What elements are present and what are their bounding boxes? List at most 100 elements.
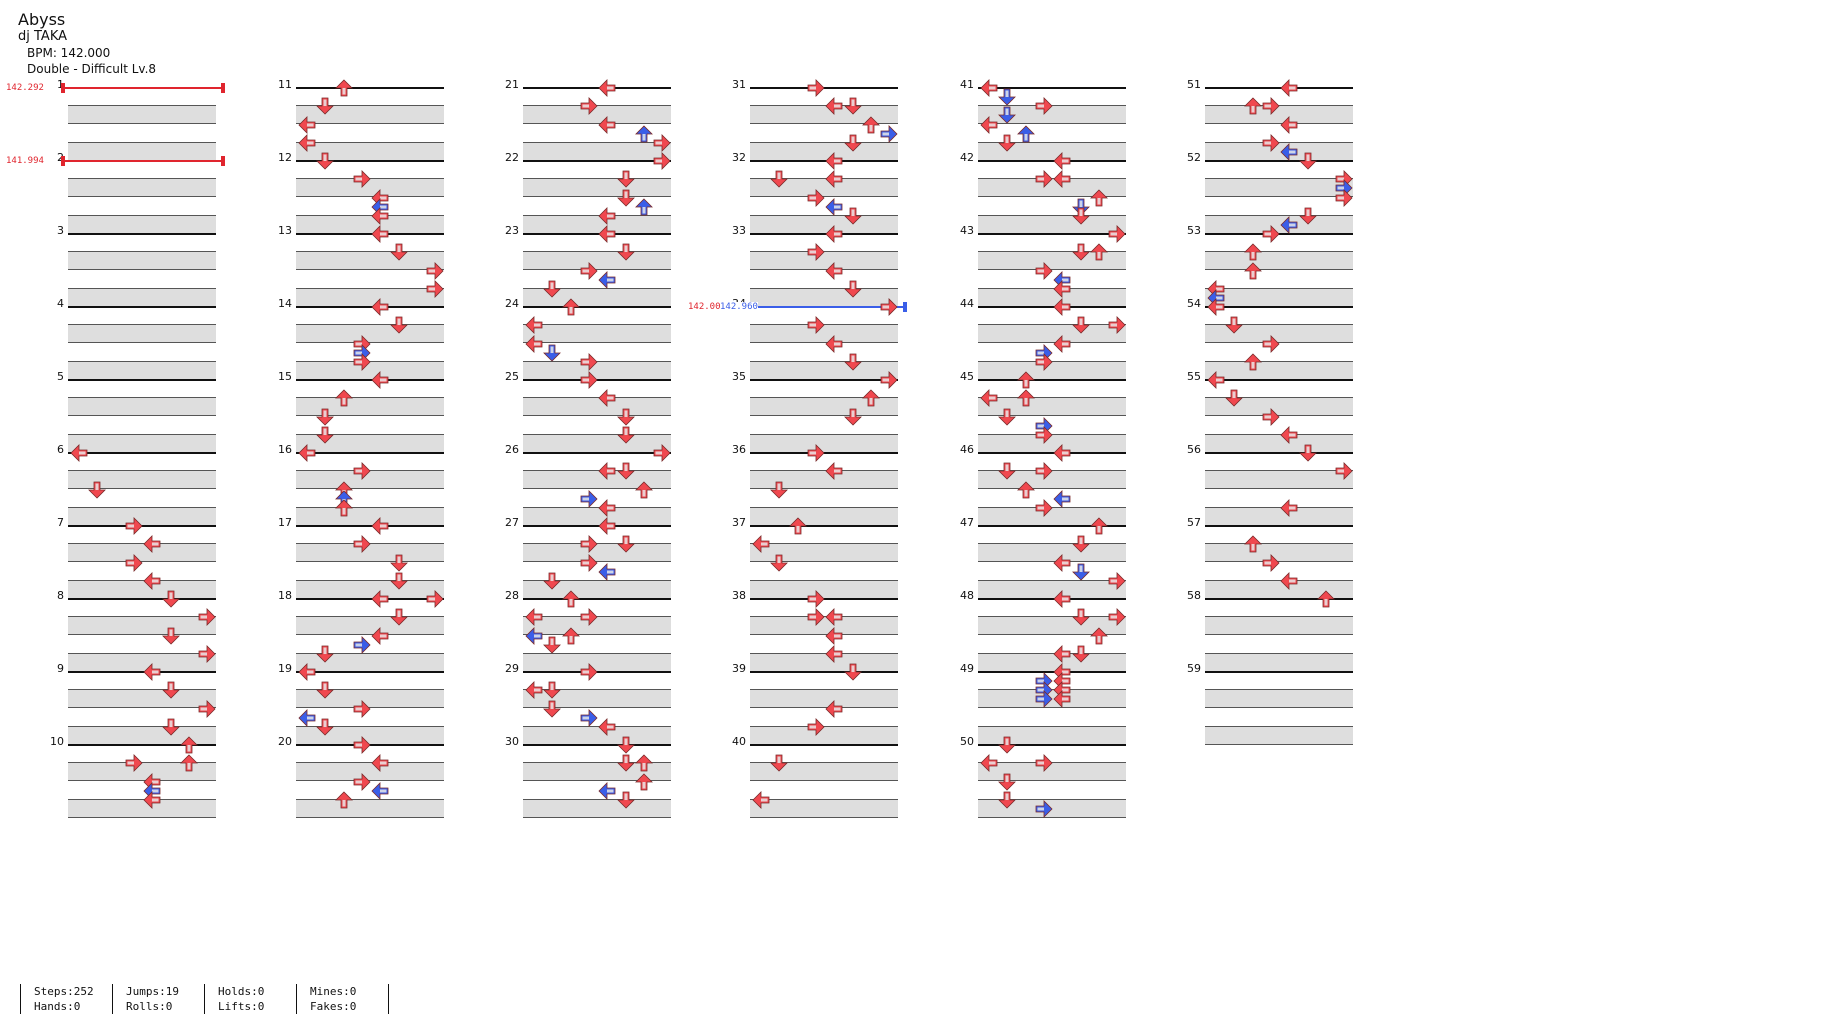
arrow-left-red-icon (1052, 589, 1072, 609)
beat-band (978, 617, 1126, 636)
beat-band (978, 161, 1126, 179)
beat-band (296, 489, 444, 508)
measure-line (1205, 87, 1353, 89)
measure-number: 28 (505, 589, 519, 602)
arrow-down-red-icon (997, 735, 1017, 755)
beat-band (68, 489, 216, 508)
measure-line (296, 87, 444, 89)
measure-line (296, 379, 444, 381)
arrow-right-red-icon (579, 534, 599, 554)
arrow-right-red-icon (1034, 96, 1054, 116)
song-bpm: BPM: 142.000 (27, 46, 111, 60)
arrow-left-red-icon (142, 534, 162, 554)
beat-band (750, 708, 898, 727)
arrow-down-red-icon (616, 461, 636, 481)
measure-line (68, 598, 216, 600)
arrow-up-red-icon (1016, 388, 1036, 408)
arrow-right-red-icon (806, 607, 826, 627)
beat-band (296, 781, 444, 800)
arrow-left-red-icon (1052, 443, 1072, 463)
arrow-down-red-icon (542, 279, 562, 299)
beat-band (523, 745, 671, 763)
beat-band (750, 745, 898, 763)
beat-band (750, 234, 898, 252)
beat-band (750, 88, 898, 106)
beat-band (296, 599, 444, 617)
measure-number: 13 (278, 224, 292, 237)
arrow-right-red-icon (1261, 133, 1281, 153)
measure-line (978, 671, 1126, 673)
measure-number: 48 (960, 589, 974, 602)
beat-band (750, 471, 898, 490)
arrow-down-red-icon (542, 571, 562, 591)
arrow-up-blue-icon (634, 197, 654, 217)
arrow-left-red-icon (370, 224, 390, 244)
measure-line (68, 233, 216, 235)
arrow-right-blue-icon (879, 124, 899, 144)
arrow-left-red-icon (370, 589, 390, 609)
measure-line (1205, 306, 1353, 308)
beat-band (1205, 307, 1353, 325)
measure-number: 56 (1187, 443, 1201, 456)
measure-line (68, 744, 216, 746)
arrow-down-red-icon (843, 133, 863, 153)
measure-number: 4 (57, 297, 64, 310)
beat-band (68, 270, 216, 289)
arrow-left-red-icon (597, 388, 617, 408)
beat-band (523, 617, 671, 636)
beat-band (296, 416, 444, 435)
arrow-down-red-icon (616, 753, 636, 773)
measure-line (296, 598, 444, 600)
beat-band (1205, 726, 1353, 745)
beat-band (750, 672, 898, 690)
arrow-left-red-icon (370, 297, 390, 317)
beat-band (750, 398, 898, 417)
beat-band (68, 745, 216, 763)
arrow-down-blue-icon (997, 87, 1017, 107)
beat-band (296, 124, 444, 143)
arrow-up-red-icon (561, 626, 581, 646)
measure-number: 9 (57, 662, 64, 675)
beat-band (68, 161, 216, 179)
arrow-right-red-icon (197, 699, 217, 719)
arrow-left-red-icon (597, 115, 617, 135)
beat-band (296, 471, 444, 490)
beat-band (296, 708, 444, 727)
arrow-left-red-icon (1279, 425, 1299, 445)
beat-band (523, 325, 671, 344)
arrow-left-blue-icon (597, 781, 617, 801)
beat-band (978, 307, 1126, 325)
arrow-right-red-icon (1334, 188, 1354, 208)
arrow-up-red-icon (1243, 242, 1263, 262)
beat-band (296, 179, 444, 198)
beat-band (523, 799, 671, 818)
arrow-right-red-icon (197, 607, 217, 627)
song-header: Abyss dj TAKA BPM: 142.000 Double - Diff… (18, 10, 156, 77)
measure-number: 39 (732, 662, 746, 675)
beat-band (68, 88, 216, 106)
beat-band (1205, 398, 1353, 417)
arrow-down-red-icon (542, 635, 562, 655)
measure-number: 51 (1187, 78, 1201, 91)
arrow-down-red-icon (87, 480, 107, 500)
beat-band (296, 270, 444, 289)
arrow-down-red-icon (1071, 315, 1091, 335)
stat-separator (388, 984, 389, 1014)
arrow-left-red-icon (1052, 644, 1072, 664)
beat-band (68, 672, 216, 690)
measure-line (523, 452, 671, 454)
measure-number: 14 (278, 297, 292, 310)
beat-band (978, 398, 1126, 417)
measure-number: 15 (278, 370, 292, 383)
arrow-up-red-icon (634, 753, 654, 773)
beat-band (523, 161, 671, 179)
arrow-down-red-icon (1298, 206, 1318, 226)
beat-band (750, 252, 898, 271)
measure-line (750, 379, 898, 381)
beat-band (68, 307, 216, 325)
beat-band (750, 507, 898, 526)
arrow-left-red-icon (824, 151, 844, 171)
arrow-down-red-icon (315, 96, 335, 116)
arrow-right-red-icon (879, 370, 899, 390)
arrow-down-red-icon (769, 169, 789, 189)
